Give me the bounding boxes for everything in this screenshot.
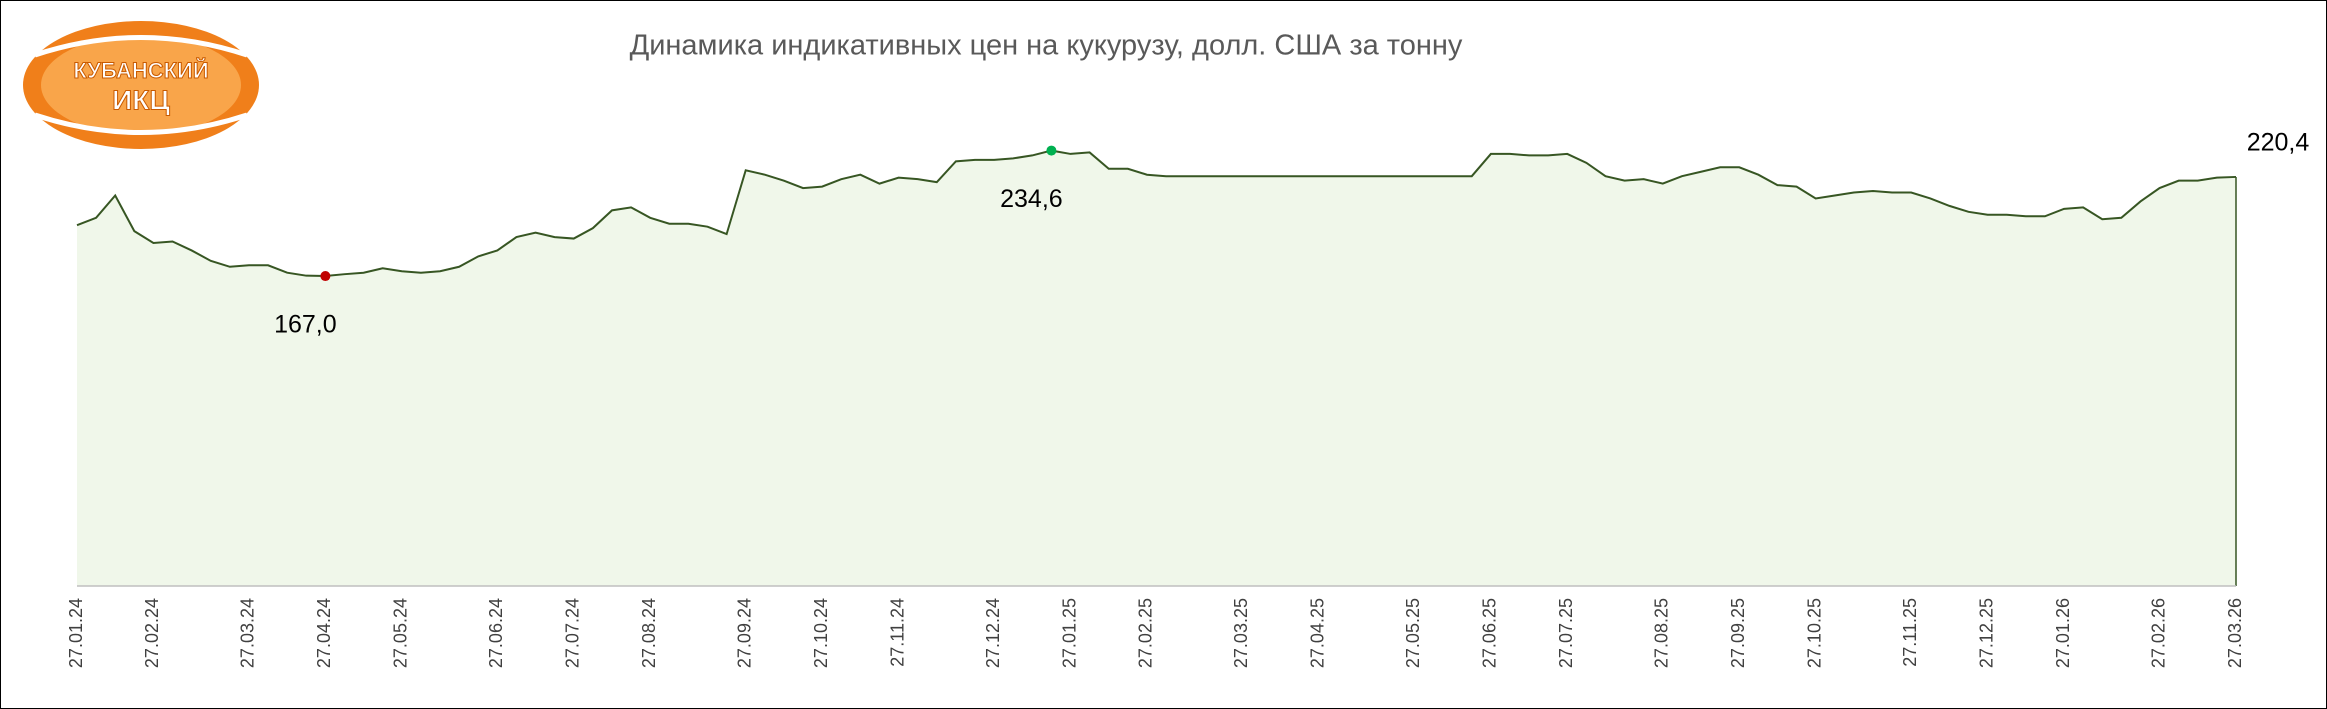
x-tick-label: 27.09.24 xyxy=(734,598,754,668)
x-tick-label: 27.10.25 xyxy=(1804,598,1824,668)
x-tick-label: 27.03.24 xyxy=(238,598,258,668)
data-label: 234,6 xyxy=(1000,185,1063,213)
line xyxy=(76,149,2237,278)
x-tick-label: 27.04.24 xyxy=(314,598,334,668)
data-label: 220,4 xyxy=(2247,129,2310,157)
x-tick-label: 27.01.25 xyxy=(1059,598,1079,668)
x-tick-label: 27.03.25 xyxy=(1231,598,1251,668)
x-tick-label: 27.08.25 xyxy=(1652,598,1672,668)
logo-text: ИКЦ xyxy=(112,84,170,115)
x-tick-label: 27.02.26 xyxy=(2148,598,2168,668)
x-tick-label: 27.03.26 xyxy=(2225,598,2245,668)
x-tick-label: 27.01.24 xyxy=(66,598,86,668)
x-tick-label: 27.01.26 xyxy=(2053,598,2073,668)
x-tick-label: 27.09.25 xyxy=(1728,598,1748,668)
x-tick-label: 27.12.25 xyxy=(1976,598,1996,668)
area xyxy=(77,150,2236,586)
x-tick-label: 27.07.25 xyxy=(1556,598,1576,668)
x-tick-label: 27.06.24 xyxy=(486,598,506,668)
chart-title: Динамика индикативных цен на кукурузу, д… xyxy=(630,30,1463,62)
logo-inner xyxy=(41,35,241,135)
x-tick-label: 27.02.24 xyxy=(142,598,162,668)
logo-text: КУБАНСКИЙ xyxy=(73,58,208,83)
x-tick-label: 27.06.25 xyxy=(1480,598,1500,668)
max-marker xyxy=(1046,145,1057,156)
x-tick-label: 27.04.25 xyxy=(1308,598,1328,668)
x-tick-label: 27.02.25 xyxy=(1136,598,1156,668)
x-tick-label: 27.11.24 xyxy=(887,598,907,667)
x-tick-label: 27.12.24 xyxy=(983,598,1003,668)
x-tick-label: 27.08.24 xyxy=(639,598,659,668)
data-label: 167,0 xyxy=(274,311,337,339)
x-tick-label: 27.05.24 xyxy=(391,598,411,668)
x-tick-label: 27.07.24 xyxy=(563,598,583,668)
logo: КУБАНСКИЙ ИКЦ xyxy=(23,21,259,149)
x-tick-label: 27.10.24 xyxy=(811,598,831,668)
x-tick-label: 27.11.25 xyxy=(1900,598,1920,667)
x-tick-label: 27.05.25 xyxy=(1403,598,1423,668)
logo-swoosh xyxy=(34,35,248,135)
min-marker xyxy=(320,271,331,282)
